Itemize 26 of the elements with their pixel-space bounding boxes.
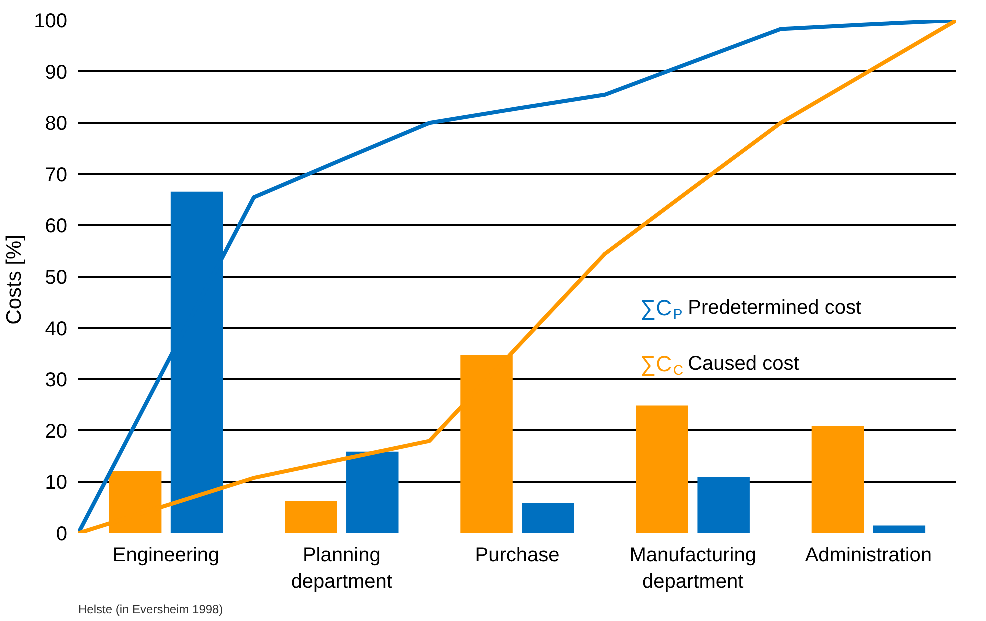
x-tick-label: Planning department xyxy=(291,544,393,593)
bar xyxy=(873,526,926,534)
y-tick-label: 20 xyxy=(45,420,68,443)
y-tick-label: 50 xyxy=(45,267,68,289)
bar xyxy=(522,503,574,534)
y-tick-label: 100 xyxy=(34,10,68,32)
x-tick-label: Manufacturing department xyxy=(630,544,756,593)
y-tick-label: 80 xyxy=(45,113,68,136)
x-tick-label: Engineering xyxy=(112,544,220,566)
y-tick-label: 90 xyxy=(45,62,68,84)
y-tick-label: 40 xyxy=(45,318,68,340)
bar xyxy=(698,477,750,534)
y-tick-label: 30 xyxy=(45,370,68,392)
y-tick-label: 10 xyxy=(45,472,68,494)
x-tick-label: Purchase xyxy=(475,544,560,566)
x-tick-label: Administration xyxy=(805,544,932,566)
y-tick-label: 70 xyxy=(45,164,68,186)
bar xyxy=(812,426,864,534)
line-series xyxy=(78,20,956,534)
bar xyxy=(636,406,688,534)
y-tick-label: 0 xyxy=(56,524,68,546)
y-tick-label: 60 xyxy=(45,216,68,238)
y-axis-title: Costs [%] xyxy=(3,234,26,325)
bar xyxy=(285,501,338,534)
bar xyxy=(346,452,399,534)
text: Helste (in Eversheim 1998) xyxy=(78,602,224,616)
